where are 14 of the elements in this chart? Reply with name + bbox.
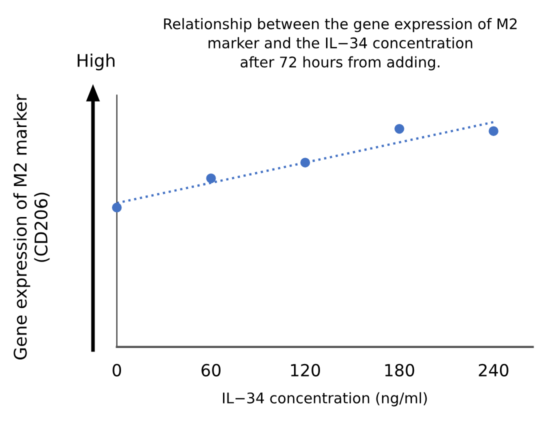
point [206,173,216,184]
x-tick-label: 180 [385,364,414,376]
point [112,202,122,212]
x-tick-label: 0 [112,364,122,376]
x-tick-label: 240 [478,364,508,376]
x-axis-title: IL−34 concentration (ng/ml) [222,392,427,406]
y-axis-title: Gene expression of M2 marker (CD206) [13,94,50,360]
point [394,124,404,134]
x-tick-label: 60 [202,364,221,376]
x-tick-label: 120 [291,364,320,376]
point [488,126,498,136]
text: High [78,54,114,70]
chart-title: Relationship between the gene expression of M2 marker and the IL−34 concentration after 72 hours from adding. [164,18,517,70]
point [300,158,310,168]
